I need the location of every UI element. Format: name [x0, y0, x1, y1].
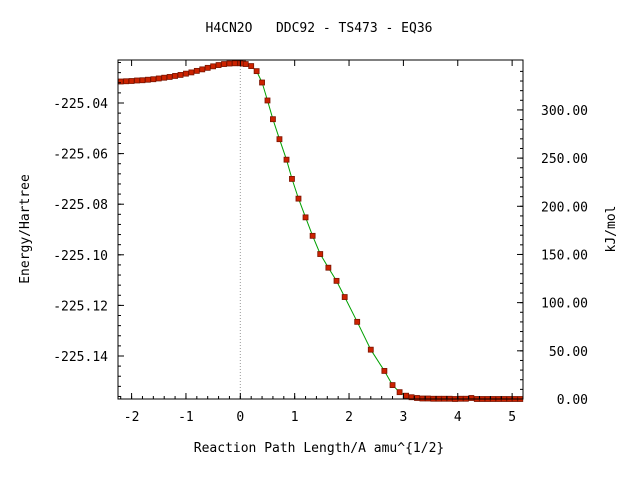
data-point: [325, 264, 332, 271]
data-point: [424, 395, 431, 402]
data-point: [419, 395, 426, 402]
data-point: [177, 72, 184, 78]
y-tick-label: -225.10: [53, 249, 108, 264]
data-point: [128, 78, 135, 84]
x-axis: -2 -1 0 1 2 3 4 5: [120, 60, 524, 425]
data-point: [289, 176, 295, 182]
data-point: [210, 63, 217, 70]
data-point: [172, 73, 178, 79]
y2-tick-label: 250.00: [541, 152, 588, 167]
data-point: [468, 395, 475, 401]
data-point: [270, 116, 276, 123]
y2-tick-label: 200.00: [541, 200, 588, 215]
data-point: [381, 368, 388, 374]
data-point: [367, 346, 374, 353]
series-line: [120, 62, 521, 400]
y-tick-label: -225.04: [53, 97, 108, 112]
data-point: [264, 97, 271, 104]
data-point: [183, 70, 189, 77]
y2-tick-label: 100.00: [541, 297, 588, 312]
y-axis-right: 0.00 50.00 100.00 150.00 200.00 250.00 300.00: [517, 70, 588, 408]
data-point: [341, 294, 348, 300]
x-axis-label: Reaction Path Length/A amu^{1/2}: [194, 441, 444, 456]
data-point: [144, 76, 151, 83]
y-tick-label: -225.14: [53, 350, 108, 365]
data-point: [248, 63, 255, 69]
data-point: [166, 74, 173, 80]
y2-axis-label: kJ/mol: [604, 206, 619, 253]
data-point: [150, 76, 157, 83]
y2-tick-label: 0.00: [557, 393, 588, 408]
x-tick-label: 2: [345, 410, 353, 425]
data-point: [139, 77, 146, 84]
data-point: [123, 78, 130, 85]
data-point: [317, 251, 324, 257]
data-point: [259, 79, 265, 86]
data-point: [283, 156, 290, 163]
data-point: [403, 392, 410, 399]
data-point: [221, 61, 227, 67]
chart-title: H4CN2O DDC92 - TS473 - EQ36: [206, 21, 433, 36]
x-tick-label: 0: [236, 410, 244, 425]
x-tick-label: 3: [399, 410, 407, 425]
data-point: [242, 61, 249, 67]
x-tick-label: 5: [508, 410, 516, 425]
data-point: [302, 214, 309, 221]
data-point: [276, 136, 283, 143]
y2-tick-label: 150.00: [541, 248, 588, 263]
data-point: [414, 395, 420, 401]
data-point: [253, 68, 260, 75]
data-point: [354, 318, 361, 325]
data-point: [226, 60, 233, 67]
x-tick-label: 1: [291, 410, 299, 425]
data-point: [215, 62, 222, 68]
y-tick-label: -225.08: [53, 198, 108, 213]
data-point: [309, 232, 316, 239]
data-point: [295, 195, 302, 202]
data-point: [389, 382, 396, 388]
y-tick-label: -225.12: [53, 299, 108, 314]
data-point: [199, 66, 206, 73]
data-point: [333, 277, 340, 284]
y2-tick-label: 300.00: [541, 104, 588, 119]
y-tick-label: -225.06: [53, 148, 108, 163]
y2-tick-label: 50.00: [549, 345, 588, 360]
y-axis-label: Energy/Hartree: [18, 174, 33, 284]
data-point: [188, 69, 195, 76]
data-point: [155, 75, 162, 82]
data-point: [134, 77, 140, 84]
x-tick-label: 4: [454, 410, 462, 425]
data-point: [161, 74, 168, 81]
data-markers: [117, 60, 524, 402]
x-tick-label: -1: [178, 410, 194, 425]
data-point: [193, 67, 200, 74]
data-point: [231, 60, 238, 67]
x-tick-label: -2: [124, 410, 140, 425]
plot-frame: [117, 59, 524, 400]
y-axis-left: -225.04 -225.06 -225.08 -225.10 -225.12 -225.…: [53, 62, 124, 397]
data-point: [396, 389, 403, 396]
data-point: [204, 64, 211, 71]
